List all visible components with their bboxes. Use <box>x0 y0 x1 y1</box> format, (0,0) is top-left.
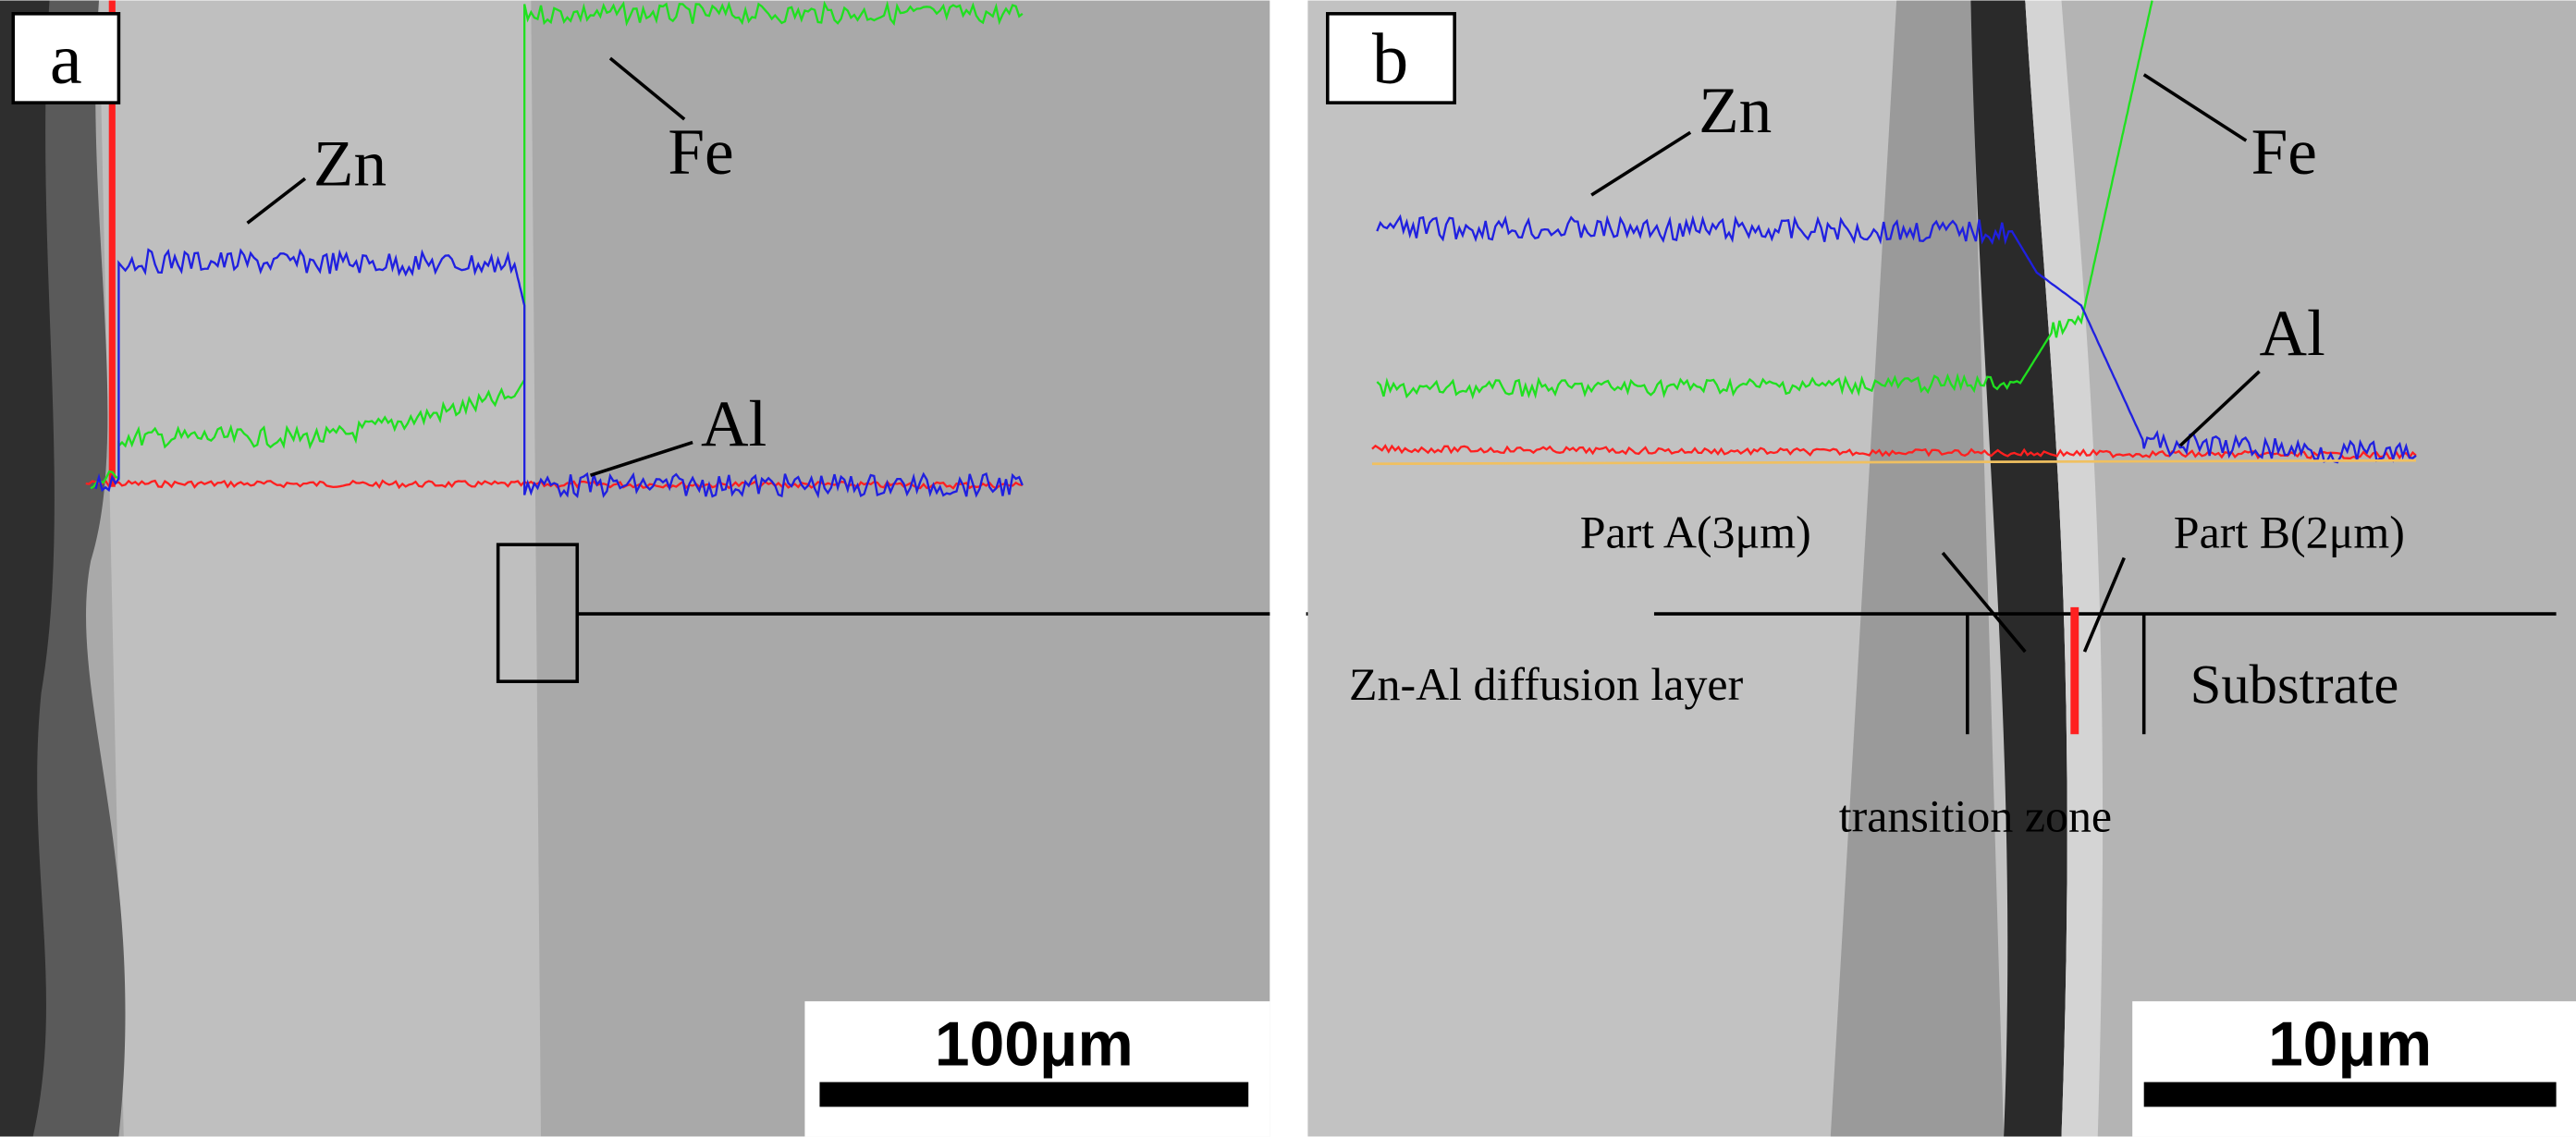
leader <box>1590 130 1692 197</box>
interface-edge <box>2025 0 2104 1137</box>
annotation: Substrate <box>2190 654 2399 715</box>
element-label: Fe <box>2251 116 2317 189</box>
leader <box>246 177 307 225</box>
label-box <box>1326 12 1456 104</box>
edge-dark <box>0 0 55 1137</box>
dark-band <box>1970 0 2067 1137</box>
leader <box>1941 551 2027 654</box>
zn-curve <box>94 248 1024 499</box>
element-label: Fe <box>668 116 733 189</box>
line-scan-b <box>1371 0 2417 464</box>
fe-curve <box>90 0 1024 490</box>
scale-bar-text: 100μm <box>935 1010 1134 1080</box>
panel-b: b Zn Fe Al Part A(3μm) Part B(2μm) Zn-Al… <box>1307 0 2576 1137</box>
scale-bar-box <box>2132 1001 2576 1137</box>
al-curve <box>1371 444 2417 460</box>
annotation: Part A(3μm) <box>1580 507 1811 558</box>
panel-a: a Zn Fe Al 100μm <box>0 0 1591 1137</box>
line-scan-a <box>85 0 1024 499</box>
coating-region <box>99 0 542 1137</box>
annotation: transition zone <box>1839 789 2112 841</box>
zn-curve <box>1376 214 2417 464</box>
baseline <box>1371 458 2416 466</box>
element-label: Al <box>701 387 767 460</box>
substrate-region <box>2025 0 2576 1137</box>
annotation: Zn-Al diffusion layer <box>1349 658 1744 710</box>
leader <box>2082 556 2126 653</box>
scale-bar-text: 10μm <box>2268 1010 2432 1080</box>
element-label: Zn <box>313 127 386 200</box>
fe-curve <box>1376 0 2153 400</box>
leader <box>608 56 686 121</box>
annotation: Part B(2μm) <box>2174 507 2405 558</box>
scale-bar-box <box>804 1001 1270 1137</box>
leader <box>589 440 693 477</box>
element-label: Al <box>2260 297 2325 370</box>
panel-label: a <box>50 18 82 99</box>
scale-bar <box>2143 1082 2557 1107</box>
leader <box>2142 73 2248 142</box>
panel-label: b <box>1372 18 1408 99</box>
scale-bar <box>819 1082 1249 1107</box>
label-box <box>11 12 121 104</box>
leader <box>2178 370 2261 447</box>
shadow-region <box>1830 0 2005 1137</box>
element-label: Zn <box>1699 74 1772 147</box>
